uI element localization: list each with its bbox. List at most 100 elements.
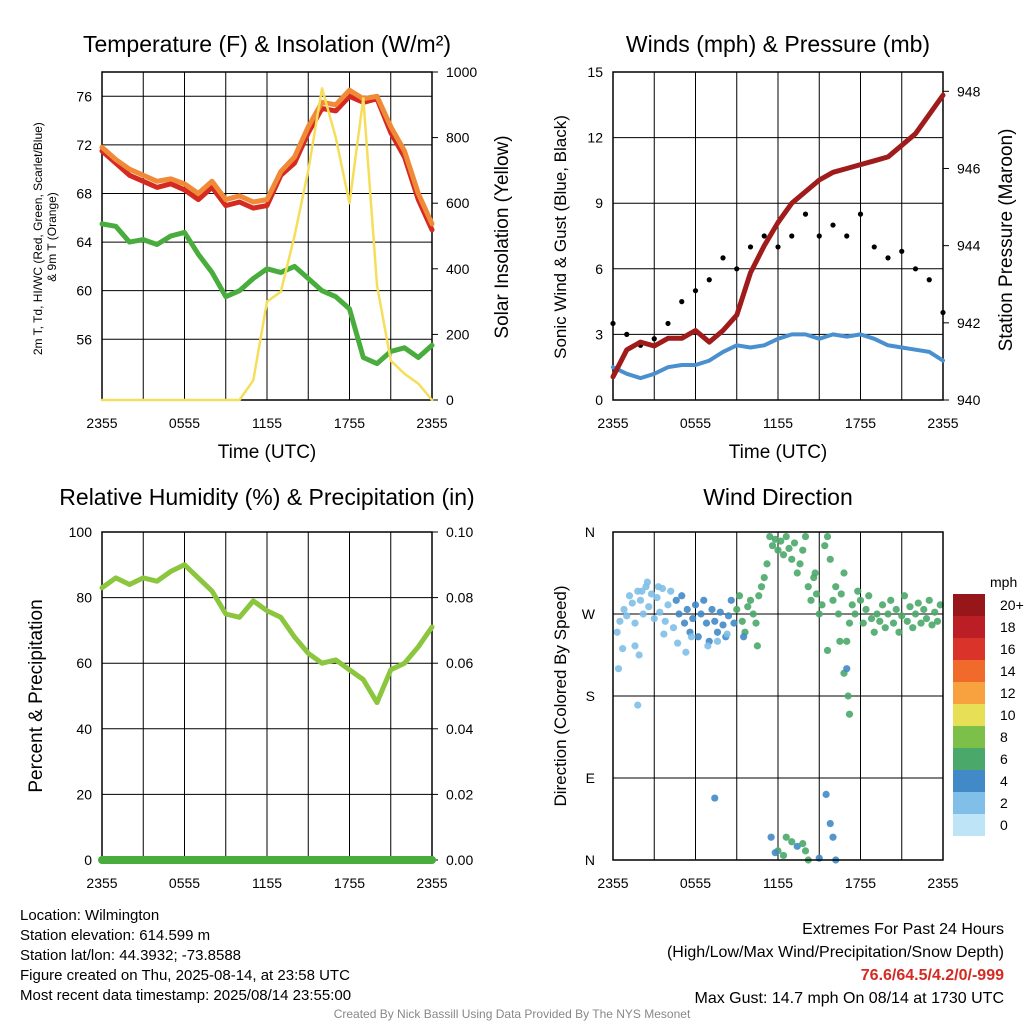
gust-point (624, 331, 630, 337)
colorbar-label: 0 (1000, 817, 1008, 833)
colorbar-label: 10 (1000, 707, 1016, 723)
direction-point (821, 542, 829, 550)
direction-point (723, 630, 731, 638)
gust-point (899, 248, 905, 254)
gust-point (789, 233, 795, 239)
direction-point (881, 624, 889, 632)
y-tick-label: N (585, 852, 595, 868)
panel-frame (101, 71, 433, 401)
direction-point (768, 542, 777, 550)
colorbar-swatch (953, 770, 985, 792)
direction-point (911, 610, 920, 618)
x-tick-label: 2355 (927, 415, 958, 431)
direction-point (740, 633, 748, 641)
direction-point (664, 601, 672, 609)
y-tick-label: 64 (76, 234, 92, 250)
direction-point (682, 648, 690, 656)
direction-point (647, 590, 656, 598)
colorbar-swatch (953, 748, 985, 770)
y2-tick-label: 0.04 (446, 721, 473, 737)
direction-point (822, 790, 830, 799)
rh-panel-title: Relative Humidity (%) & Precipitation (i… (59, 484, 474, 510)
direction-point (887, 596, 895, 604)
direction-point (752, 619, 760, 627)
y-tick-label: 72 (76, 137, 92, 153)
y-tick-label: 68 (76, 185, 92, 201)
direction-point (636, 596, 645, 604)
x-tick-label: 1155 (252, 415, 282, 431)
direction-point (735, 592, 744, 600)
series-line-td (99, 221, 435, 367)
direction-point (771, 849, 779, 857)
direction-point (767, 833, 775, 841)
x-tick-label: 1755 (334, 415, 365, 431)
direction-point (678, 592, 686, 600)
colorbar-swatch (953, 726, 985, 748)
series-line-station-pressure (610, 92, 946, 380)
temp-x-label: Time (UTC) (218, 442, 317, 463)
direction-point (634, 701, 642, 709)
colorbar-label: 6 (1000, 751, 1008, 767)
gust-point (610, 320, 616, 327)
y-tick-label: S (586, 688, 595, 704)
dir-y-label: Direction (Colored By Speed) (551, 585, 570, 806)
direction-point (920, 605, 928, 614)
direction-point (643, 578, 651, 586)
direction-point (708, 605, 716, 614)
direction-point (623, 612, 631, 620)
direction-point (823, 532, 832, 541)
gust-point (720, 255, 726, 261)
elevation-text: Station elevation: 614.599 m (20, 927, 211, 944)
direction-point (779, 551, 788, 559)
direction-point (928, 621, 936, 629)
x-tick-label: 1155 (763, 415, 793, 431)
direction-point (785, 544, 793, 553)
direction-point (818, 601, 826, 609)
direction-point (804, 583, 812, 591)
direction-point (749, 610, 757, 618)
direction-point (906, 603, 914, 611)
direction-point (917, 619, 925, 627)
latlon-text: Station lat/lon: 44.3932; -73.8588 (20, 947, 242, 964)
x-tick-label: 2355 (86, 875, 117, 891)
colorbar-swatch (953, 660, 985, 682)
direction-point (744, 603, 752, 611)
gust-point (844, 233, 850, 239)
temp-y2-label: Solar Insolation (Yellow) (492, 135, 513, 338)
max-gust-text: Max Gust: 14.7 mph On 08/14 at 1730 UTC (694, 990, 1005, 1007)
direction-point (898, 612, 906, 620)
direction-point (660, 630, 668, 638)
gust-point (816, 233, 822, 239)
direction-point (801, 847, 810, 855)
temp-y-label: 2m T, Td, HI/WC (Red, Green, Scarlet/Blu… (31, 119, 59, 355)
y-tick-label: 9 (595, 195, 603, 211)
colorbar-label: 4 (1000, 773, 1008, 789)
x-tick-label: 2355 (416, 875, 447, 891)
panel-frame (612, 71, 944, 401)
direction-point (669, 624, 678, 632)
gust-point (775, 244, 781, 250)
direction-point (834, 610, 843, 618)
x-tick-label: 0555 (169, 415, 200, 431)
direction-point (631, 642, 639, 650)
y2-tick-label: 942 (957, 315, 981, 331)
direction-point (801, 532, 810, 541)
direction-point (876, 617, 884, 625)
gust-point (871, 244, 877, 250)
direction-point (836, 637, 844, 645)
direction-point (691, 601, 700, 609)
y-tick-label: 6 (595, 261, 603, 277)
direction-point (889, 619, 898, 627)
direction-point (683, 605, 691, 614)
direction-point (844, 692, 852, 700)
x-tick-label: 1755 (845, 875, 876, 891)
y2-tick-label: 0 (446, 392, 454, 408)
direction-point (832, 583, 840, 591)
direction-point (711, 617, 719, 625)
gust-point (761, 233, 767, 239)
series-line-solar-insolation (100, 87, 434, 402)
direction-point (719, 621, 727, 629)
dir-panel-title: Wind Direction (703, 484, 853, 510)
temp-panel-title: Temperature (F) & Insolation (W/m²) (83, 31, 451, 57)
direction-point (694, 633, 702, 641)
